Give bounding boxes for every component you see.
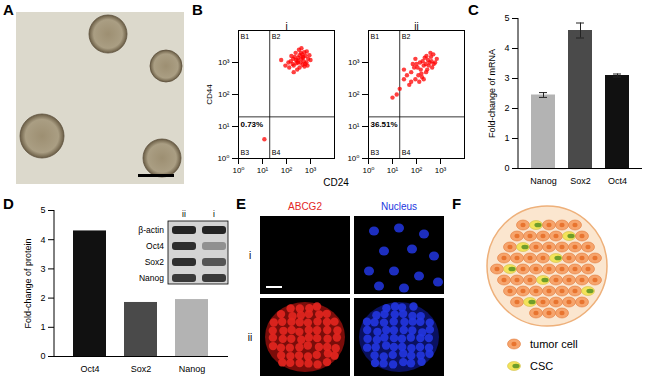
svg-text:B2: B2 (272, 33, 281, 40)
svg-text:B4: B4 (402, 149, 411, 156)
svg-text:4: 4 (504, 43, 509, 53)
svg-text:Sox2: Sox2 (570, 176, 591, 186)
svg-text:4: 4 (40, 235, 45, 245)
svg-text:ABCG2: ABCG2 (288, 201, 322, 212)
svg-text:36.51%: 36.51% (371, 120, 398, 129)
svg-text:0.73%: 0.73% (241, 120, 264, 129)
html-text:C: C (468, 1, 479, 18)
html-text:E: E (236, 195, 246, 212)
svg-text:1: 1 (40, 322, 45, 332)
svg-text:Fold-change of protein: Fold-change of protein (23, 238, 33, 328)
svg-text:2: 2 (504, 103, 509, 113)
svg-text:i: i (213, 209, 215, 219)
svg-text:2: 2 (40, 293, 45, 303)
svg-text:Nanog: Nanog (139, 273, 164, 283)
svg-text:10²: 10² (411, 166, 423, 175)
svg-text:Nanog: Nanog (530, 176, 557, 186)
svg-text:5: 5 (40, 205, 45, 215)
svg-text:B1: B1 (241, 33, 250, 40)
svg-text:Fold-change of mRNA: Fold-change of mRNA (487, 49, 497, 138)
html-text:F: F (452, 195, 462, 212)
svg-text:β-actin: β-actin (138, 225, 164, 235)
svg-text:B3: B3 (241, 149, 250, 156)
svg-text:tumor cell: tumor cell (530, 338, 578, 350)
svg-text:Nucleus: Nucleus (381, 201, 417, 212)
svg-text:Oct4: Oct4 (146, 241, 164, 251)
svg-text:5: 5 (504, 13, 509, 23)
svg-text:10¹: 10¹ (348, 122, 360, 131)
svg-text:10¹: 10¹ (387, 166, 399, 175)
svg-text:B1: B1 (371, 33, 380, 40)
svg-text:B4: B4 (272, 149, 281, 156)
html-text:A: A (3, 1, 14, 18)
svg-text:10¹: 10¹ (257, 166, 269, 175)
svg-text:ii: ii (248, 332, 252, 343)
svg-text:i: i (249, 250, 251, 261)
svg-text:0: 0 (504, 163, 509, 173)
svg-text:ii: ii (182, 209, 186, 219)
svg-text:10⁰: 10⁰ (362, 166, 374, 175)
svg-text:Oct4: Oct4 (80, 364, 99, 374)
svg-text:3: 3 (40, 264, 45, 274)
svg-text:B3: B3 (371, 149, 380, 156)
svg-text:CD44: CD44 (205, 84, 214, 105)
svg-text:10²: 10² (348, 90, 360, 99)
svg-text:10³: 10³ (348, 58, 360, 67)
svg-text:Oct4: Oct4 (608, 176, 627, 186)
svg-text:0: 0 (40, 351, 45, 361)
svg-text:10⁰: 10⁰ (217, 154, 229, 163)
svg-text:Sox2: Sox2 (145, 257, 165, 267)
svg-text:10²: 10² (281, 166, 293, 175)
svg-text:10²: 10² (218, 90, 230, 99)
html-text:D: D (3, 195, 14, 212)
svg-text:10⁰: 10⁰ (347, 154, 359, 163)
svg-text:i: i (285, 21, 287, 32)
svg-text:ii: ii (414, 21, 418, 32)
svg-text:10⁰: 10⁰ (232, 166, 244, 175)
html-text:CD24: CD24 (323, 177, 349, 188)
svg-text:10³: 10³ (218, 58, 230, 67)
svg-text:Sox2: Sox2 (131, 364, 152, 374)
svg-text:CSC: CSC (530, 360, 553, 372)
svg-text:B2: B2 (402, 33, 411, 40)
svg-text:10³: 10³ (435, 166, 447, 175)
svg-text:1: 1 (504, 133, 509, 143)
svg-text:Nanog: Nanog (179, 364, 206, 374)
html-text:B: B (192, 1, 203, 18)
svg-text:10¹: 10¹ (218, 122, 230, 131)
svg-text:3: 3 (504, 73, 509, 83)
svg-text:10³: 10³ (305, 166, 317, 175)
